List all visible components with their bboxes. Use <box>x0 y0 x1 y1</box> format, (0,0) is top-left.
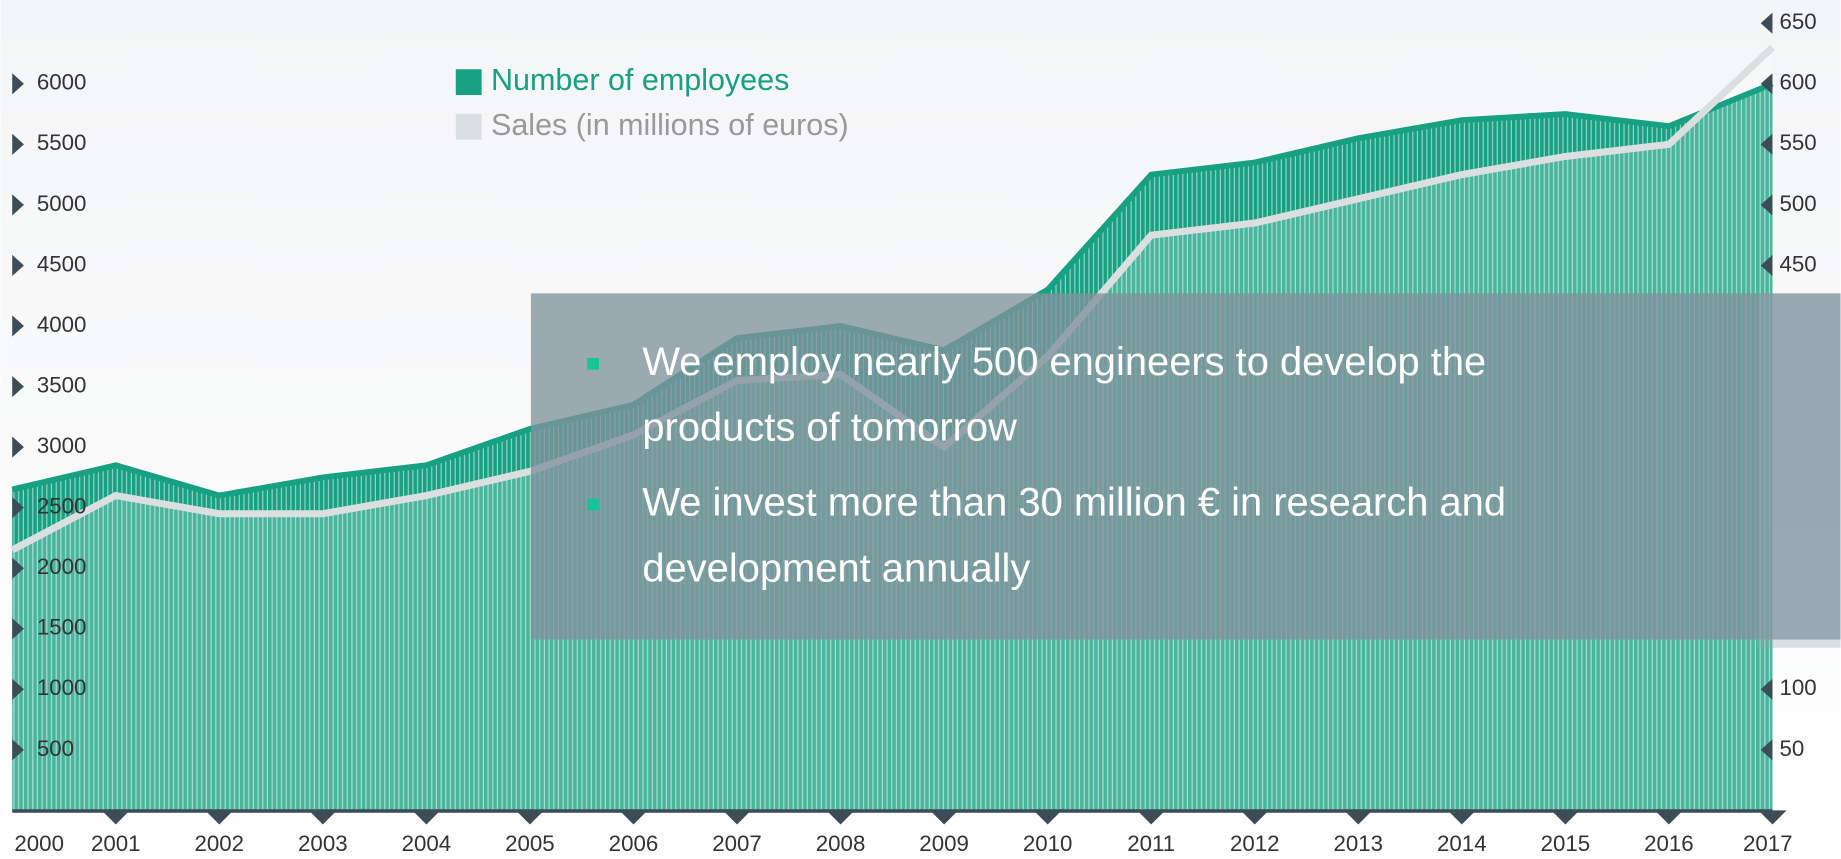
x-tick-label: 2014 <box>1437 831 1487 856</box>
y2-tick-label: 100 <box>1780 675 1817 700</box>
annotation-line: We employ nearly 500 engineers to develo… <box>642 339 1486 383</box>
y2-tick-marker <box>1760 254 1773 277</box>
annotation-line: development annually <box>642 546 1030 590</box>
x-tick-marker <box>205 810 234 825</box>
y2-tick-marker <box>1760 73 1773 95</box>
y-tick-marker <box>12 557 24 579</box>
x-tick-marker <box>1758 810 1787 825</box>
y-tick-label: 1000 <box>37 675 87 700</box>
y-tick-label: 5500 <box>37 130 87 155</box>
annotation-text: We employ nearly 500 engineers to develo… <box>642 339 1486 449</box>
y-tick-label: 6000 <box>37 70 87 95</box>
y2-tick-marker <box>1760 12 1773 34</box>
y-tick-label: 3000 <box>37 433 87 458</box>
y-tick-marker <box>12 618 24 640</box>
x-tick-label: 2009 <box>919 831 969 856</box>
x-tick-label: 2017 <box>1743 831 1793 856</box>
x-tick-label: 2003 <box>298 831 348 856</box>
x-tick-label: 2012 <box>1230 831 1280 856</box>
x-tick-label: 2002 <box>195 831 245 856</box>
x-tick-label: 2007 <box>712 831 762 856</box>
legend-swatch <box>455 69 482 96</box>
y-tick-marker <box>12 133 24 155</box>
x-tick-label: 2005 <box>505 831 555 856</box>
y-tick-label: 2500 <box>37 494 87 519</box>
y-tick-label: 4500 <box>37 251 87 276</box>
annotation-line: We invest more than 30 million € in rese… <box>642 480 1506 524</box>
x-tick-label: 2011 <box>1127 831 1175 856</box>
x-tick-label: 2008 <box>816 831 866 856</box>
y-tick-label: 3500 <box>37 372 87 397</box>
legend-label: Number of employees <box>491 63 789 97</box>
x-tick-marker <box>515 810 545 825</box>
y-tick-label: 1500 <box>37 615 87 640</box>
x-tick-marker <box>930 810 959 825</box>
y-tick-marker <box>12 739 24 761</box>
y-tick-marker <box>12 678 24 700</box>
y2-tick-label: 550 <box>1780 130 1817 155</box>
x-tick-marker <box>1033 810 1062 825</box>
y2-tick-label: 500 <box>1780 191 1817 216</box>
x-axis-line <box>12 809 1773 813</box>
y-tick-label: 500 <box>37 736 74 761</box>
x-tick-marker <box>1654 810 1683 825</box>
y-tick-marker <box>12 375 24 398</box>
legend: Number of employees Sales (in millions of… <box>455 63 849 142</box>
info-box-background <box>530 293 1841 640</box>
annotation-text: We invest more than 30 million € in rese… <box>642 480 1506 590</box>
y-tick-marker <box>12 315 24 337</box>
x-tick-label: 2010 <box>1023 831 1073 856</box>
x-tick-marker <box>101 810 130 825</box>
x-tick-marker <box>722 810 752 825</box>
info-box: We employ nearly 500 engineers to develo… <box>530 293 1841 648</box>
x-tick-label: 2000 <box>14 831 64 856</box>
y-tick-marker <box>12 254 24 277</box>
legend-label: Sales (in millions of euros) <box>491 108 849 142</box>
annotation-line: products of tomorrow <box>642 405 1017 449</box>
bullet <box>587 357 599 370</box>
y-tick-label: 5000 <box>37 191 87 216</box>
x-tick-marker <box>619 810 648 825</box>
y2-tick-marker <box>1760 739 1773 761</box>
y-tick-marker <box>12 73 24 95</box>
bullet <box>587 498 599 511</box>
x-tick-marker <box>412 810 441 825</box>
y2-tick-label: 450 <box>1780 251 1817 276</box>
y2-tick-label: 650 <box>1780 9 1817 34</box>
y2-tick-label: 600 <box>1780 70 1817 95</box>
y2-tick-label: 50 <box>1780 736 1805 761</box>
y2-tick-marker <box>1760 678 1773 700</box>
y-tick-label: 2000 <box>37 554 87 579</box>
y-tick-marker <box>12 497 24 519</box>
info-box-edge <box>1758 293 1841 648</box>
x-tick-label: 2006 <box>609 831 659 856</box>
y-tick-marker <box>12 194 24 216</box>
x-tick-label: 2001 <box>91 831 141 856</box>
x-tick-label: 2004 <box>402 831 452 856</box>
x-tick-marker <box>1344 810 1373 825</box>
x-tick-label: 2016 <box>1644 831 1694 856</box>
x-tick-label: 2013 <box>1333 831 1383 856</box>
x-tick-marker <box>1447 810 1476 825</box>
x-tick-marker <box>1551 810 1580 825</box>
x-tick-label: 2015 <box>1541 831 1591 856</box>
x-tick-marker <box>826 810 855 825</box>
legend-swatch <box>455 113 482 140</box>
y2-tick-marker <box>1760 194 1773 216</box>
x-tick-marker <box>308 810 337 825</box>
x-tick-marker <box>1137 810 1166 825</box>
y-tick-label: 4000 <box>37 312 87 337</box>
x-tick-marker <box>1240 810 1269 825</box>
y2-tick-marker <box>1760 133 1773 155</box>
y-tick-marker <box>12 436 24 458</box>
